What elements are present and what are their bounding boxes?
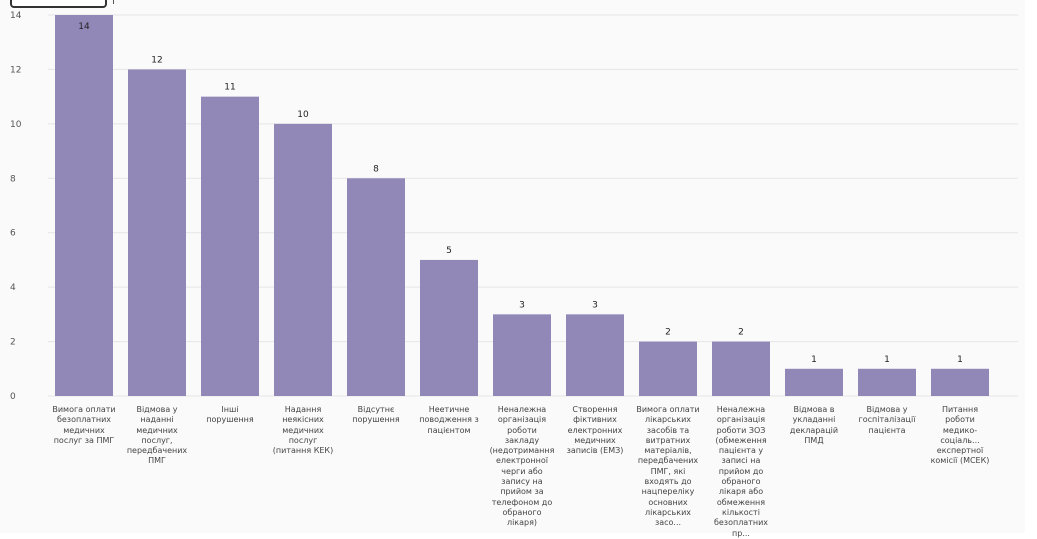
data-label: 1 (884, 355, 890, 365)
y-tick-label: 12 (10, 65, 21, 75)
data-label: 2 (738, 328, 744, 338)
x-tick-label: Створення фіктивних електронних медичних… (566, 405, 624, 456)
data-label: 5 (446, 246, 452, 256)
bar[interactable] (55, 15, 113, 396)
x-tick-label: Неетичне поводження з пацієнтом (419, 405, 479, 435)
bar[interactable] (566, 314, 624, 396)
header-divider (113, 0, 114, 4)
data-label: 8 (373, 164, 379, 174)
bar[interactable] (858, 368, 916, 396)
x-tick-label: Вимога оплати лікарських засобів та витр… (636, 405, 700, 528)
data-label: 3 (592, 300, 598, 310)
visual-header-button[interactable] (10, 0, 107, 8)
x-tick-label: Питання роботи медико-соціаль... експерт… (930, 405, 990, 466)
data-label: 1 (811, 355, 817, 365)
y-tick-label: 4 (10, 283, 16, 293)
y-axis-ticks: 0 2 4 6 8 10 12 14 (10, 11, 22, 402)
y-tick-label: 14 (10, 11, 22, 21)
y-tick-label: 2 (10, 338, 16, 348)
data-label: 2 (665, 328, 671, 338)
x-tick-label: Надання неякісних медичних послуг (питан… (272, 405, 334, 456)
bar[interactable] (712, 341, 770, 396)
data-label: 14 (78, 22, 90, 32)
bar[interactable] (201, 96, 259, 397)
x-tick-label: Відсутнє порушення (352, 405, 400, 425)
bar[interactable] (274, 123, 332, 396)
y-tick-label: 6 (10, 229, 16, 239)
bar[interactable] (347, 178, 405, 396)
x-tick-label: Відмова у наданні медичних послуг, перед… (126, 405, 188, 466)
bar[interactable] (493, 314, 551, 396)
bar[interactable] (128, 69, 186, 396)
x-tick-label: Відмова у госпіталізації пацієнта (858, 405, 916, 435)
x-tick-label: Вимога оплати безоплатних медичних послу… (52, 405, 116, 445)
page-edge (1025, 0, 1037, 537)
data-label: 12 (151, 55, 162, 65)
data-label: 1 (957, 355, 963, 365)
x-tick-label: Неналежна організація роботи ЗОЗ (обмеже… (713, 405, 769, 538)
bars (55, 15, 989, 397)
x-tick-label: Відмова в укладанні декларацій ПМД (789, 405, 839, 445)
data-label: 10 (297, 110, 309, 120)
data-label: 11 (224, 83, 235, 93)
y-tick-label: 8 (10, 174, 16, 184)
data-label: 3 (519, 300, 525, 310)
x-tick-label: Неналежна організація роботи закладу (не… (489, 405, 555, 528)
bar[interactable] (639, 341, 697, 396)
x-tick-label: Інші порушення (206, 405, 254, 425)
bar[interactable] (420, 259, 478, 396)
bar[interactable] (785, 368, 843, 396)
y-tick-label: 10 (10, 120, 22, 130)
y-tick-label: 0 (10, 392, 16, 402)
bar[interactable] (931, 368, 989, 396)
